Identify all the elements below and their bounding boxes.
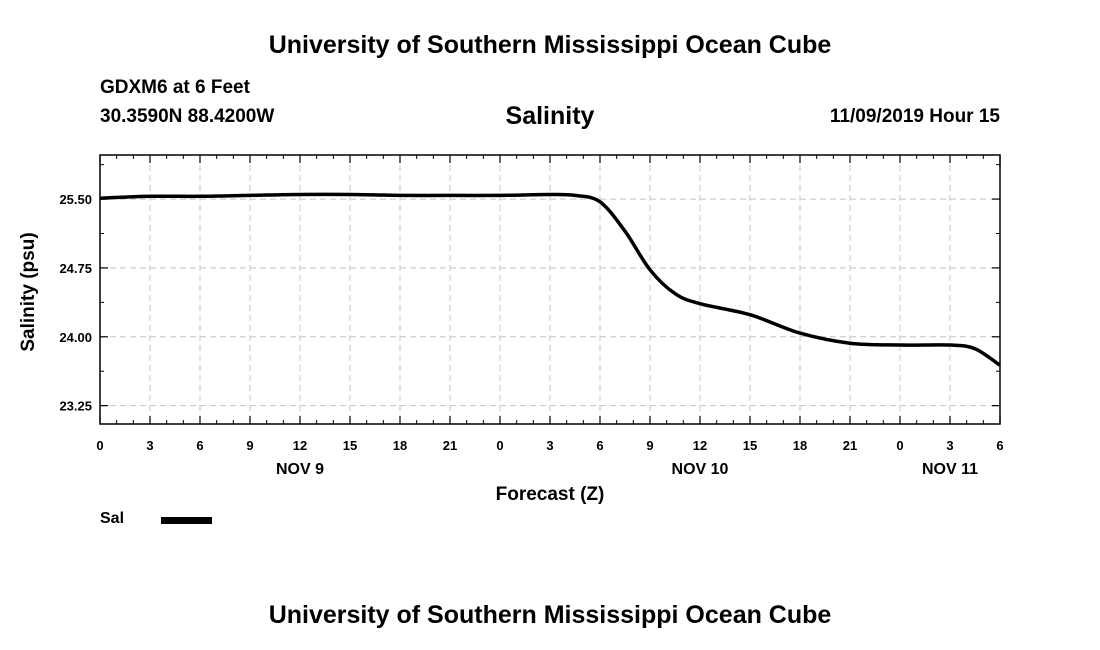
x-tick-label: 12 xyxy=(293,438,307,453)
org-title-top: University of Southern Mississippi Ocean… xyxy=(268,31,832,59)
x-tick-label: 9 xyxy=(246,438,253,453)
x-tick-label: 0 xyxy=(96,438,103,453)
x-tick-label: 6 xyxy=(596,438,603,453)
y-tick-label: 25.50 xyxy=(59,192,92,207)
x-tick-label: 15 xyxy=(343,438,357,453)
y-tick-label: 24.75 xyxy=(59,261,92,276)
series-layer xyxy=(99,192,1001,367)
legend-label: Sal xyxy=(100,510,125,527)
day-label: NOV 9 xyxy=(276,461,324,478)
x-tick-label: 18 xyxy=(793,438,807,453)
x-tick-label: 12 xyxy=(693,438,707,453)
x-tick-label: 3 xyxy=(546,438,553,453)
x-axis-label: Forecast (Z) xyxy=(496,484,605,505)
series-line-sal xyxy=(99,192,1001,367)
day-label: NOV 11 xyxy=(922,461,978,478)
chart-title: Salinity xyxy=(505,102,595,130)
x-tick-label: 3 xyxy=(946,438,953,453)
x-tick-label: 6 xyxy=(196,438,203,453)
timestamp-label: 11/09/2019 Hour 15 xyxy=(829,106,1000,127)
x-tick-label: 21 xyxy=(443,438,457,453)
x-tick-label: 0 xyxy=(496,438,503,453)
x-tick-label: 18 xyxy=(393,438,407,453)
x-tick-label: 0 xyxy=(896,438,903,453)
y-tick-label: 24.00 xyxy=(59,330,92,345)
x-tick-label: 3 xyxy=(146,438,153,453)
axis-layer: 0 3 6 9 12 15 18 21 0 3 6 9 12 15 18 21 0 3 6 23.25 24.00 24.… xyxy=(59,155,1004,478)
x-tick-label: 6 xyxy=(996,438,1003,453)
day-label: NOV 10 xyxy=(672,461,729,478)
station-label: GDXM6 at 6 Feet xyxy=(100,77,250,98)
org-title-bottom: University of Southern Mississippi Ocean… xyxy=(268,601,832,629)
x-tick-label: 9 xyxy=(646,438,653,453)
y-axis-label: Salinity (psu) xyxy=(18,232,39,351)
coordinates-label: 30.3590N 88.4200W xyxy=(100,106,275,127)
legend-swatch xyxy=(161,517,212,524)
y-tick-label: 23.25 xyxy=(59,399,92,414)
x-tick-label: 21 xyxy=(843,438,857,453)
grid-layer xyxy=(100,155,1000,424)
x-tick-label: 15 xyxy=(743,438,757,453)
